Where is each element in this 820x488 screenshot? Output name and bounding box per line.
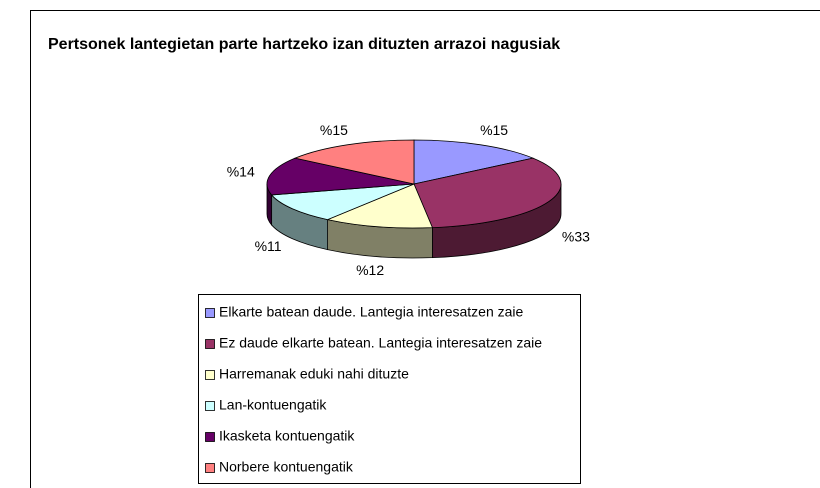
chart-title: Pertsonek lantegietan parte hartzeko iza… [48,36,560,53]
legend-box [198,294,581,484]
slice [413,139,535,185]
data-label: %15 [480,122,508,138]
legend-swatch [205,308,215,318]
legend-swatch [205,463,215,473]
slice [266,157,415,196]
slice [413,157,562,229]
legend-swatch [205,370,215,380]
data-label: %14 [227,164,255,180]
legend-swatch [205,401,215,411]
data-label: %15 [320,122,348,138]
legend-label: Ez daude elkarte batean. Lantegia intere… [219,335,542,351]
slice [270,183,415,221]
data-label: %33 [562,228,590,244]
legend-label: Elkarte batean daude. Lantegia interesat… [219,304,524,320]
slice [326,183,434,229]
legend-swatch [205,339,215,349]
legend-swatch [205,432,215,442]
data-label: %12 [356,262,384,278]
legend-label: Norbere kontuengatik [219,459,354,475]
slice [293,139,415,185]
legend-label: Harremanak eduki nahi dituzte [219,366,409,382]
legend-label: Lan-kontuengatik [219,397,327,413]
legend-label: Ikasketa kontuengatik [219,428,355,444]
data-label: %11 [255,238,282,254]
